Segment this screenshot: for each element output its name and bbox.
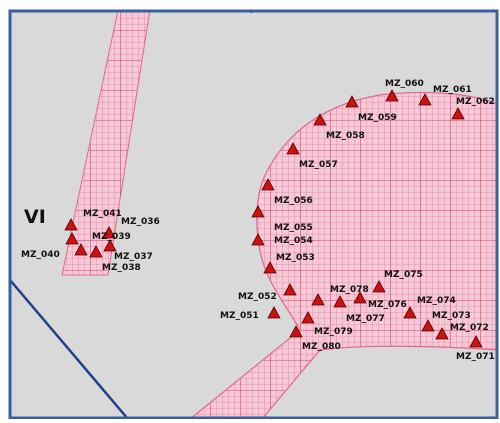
marker-mz-054-icon[interactable] (251, 233, 265, 246)
boundary-line-bottom-left (10, 279, 129, 419)
point-label-mz-055: MZ_055 (274, 223, 313, 233)
marker-mz-075-icon[interactable] (372, 280, 386, 293)
point-label-mz-060: MZ_060 (385, 79, 424, 89)
marker-mz-041-icon[interactable] (64, 218, 78, 231)
marker-mz-078-icon[interactable] (311, 293, 325, 306)
point-label-mz-051: MZ_051 (220, 311, 259, 321)
point-label-mz-054: MZ_054 (274, 236, 313, 246)
marker-mz-037-icon[interactable] (89, 245, 103, 258)
zone-label: VI (24, 206, 46, 228)
point-label-mz-057: MZ_057 (299, 160, 338, 170)
marker-mz-051-icon[interactable] (267, 306, 281, 319)
point-label-mz-056: MZ_056 (274, 196, 313, 206)
point-label-mz-059: MZ_059 (358, 113, 397, 123)
marker-mz-055-icon[interactable] (251, 205, 265, 218)
marker-mz-061-icon[interactable] (418, 93, 432, 106)
marker-mz-052-icon[interactable] (283, 283, 297, 296)
point-label-mz-036: MZ_036 (121, 217, 160, 227)
marker-mz-053-icon[interactable] (263, 261, 277, 274)
marker-mz-059-icon[interactable] (345, 95, 359, 108)
marker-mz-040-icon[interactable] (74, 243, 88, 256)
point-label-mz-037: MZ_037 (114, 252, 153, 262)
point-label-mz-080: MZ_080 (302, 342, 341, 352)
marker-mz-073-icon[interactable] (421, 319, 435, 332)
point-label-mz-079: MZ_079 (314, 327, 353, 337)
point-label-mz-075: MZ_075 (384, 270, 423, 280)
marker-mz-060-icon[interactable] (385, 89, 399, 102)
marker-mz-072-icon[interactable] (435, 327, 449, 340)
marker-mz-036-icon[interactable] (102, 226, 116, 239)
point-label-mz-061: MZ_061 (433, 85, 472, 95)
marker-layer (64, 89, 483, 348)
point-label-mz-076: MZ_076 (368, 300, 407, 310)
point-label-mz-072: MZ_072 (450, 323, 489, 333)
point-label-mz-038: MZ_038 (102, 263, 141, 273)
marker-mz-056-icon[interactable] (261, 178, 275, 191)
marker-mz-080-icon[interactable] (289, 325, 303, 338)
point-label-mz-077: MZ_077 (346, 314, 385, 324)
point-label-mz-041: MZ_041 (83, 209, 122, 219)
marker-mz-076-icon[interactable] (353, 291, 367, 304)
point-label-mz-073: MZ_073 (432, 311, 471, 321)
point-label-mz-062: MZ_062 (456, 97, 495, 107)
point-label-mz-039: MZ_039 (92, 232, 131, 242)
marker-mz-079-icon[interactable] (301, 311, 315, 324)
point-label-mz-071: MZ_071 (456, 352, 495, 362)
marker-mz-039-icon[interactable] (65, 232, 79, 245)
hatched-area-strip-left (61, 10, 151, 276)
point-label-mz-078: MZ_078 (330, 285, 369, 295)
marker-mz-077-icon[interactable] (333, 295, 347, 308)
marker-mz-057-icon[interactable] (286, 142, 300, 155)
map-frame (8, 9, 499, 420)
point-label-mz-052: MZ_052 (238, 292, 277, 302)
point-label-mz-074: MZ_074 (417, 296, 456, 306)
point-label-mz-053: MZ_053 (276, 253, 315, 263)
marker-mz-058-icon[interactable] (313, 113, 327, 126)
marker-mz-071-icon[interactable] (469, 335, 483, 348)
marker-mz-062-icon[interactable] (451, 107, 465, 120)
marker-mz-074-icon[interactable] (403, 306, 417, 319)
point-label-mz-040: MZ_040 (21, 250, 60, 260)
marker-mz-038-icon[interactable] (103, 239, 117, 252)
point-label-mz-058: MZ_058 (326, 131, 365, 141)
